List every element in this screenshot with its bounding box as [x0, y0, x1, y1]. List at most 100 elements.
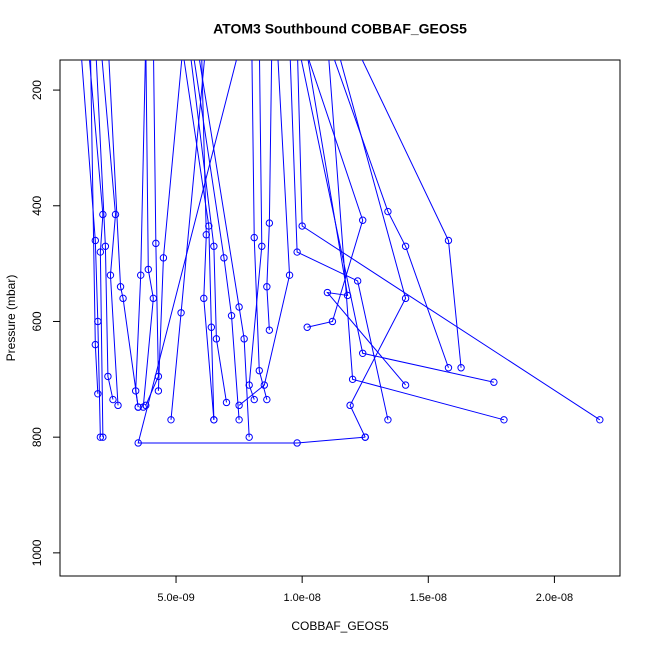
point — [250, 233, 258, 242]
point — [328, 317, 337, 326]
y-tick-label: 800 — [30, 427, 44, 447]
x-axis-label: COBBAF_GEOS5 — [291, 619, 389, 633]
plot-area — [81, 60, 604, 447]
point — [596, 416, 604, 424]
point — [96, 433, 105, 441]
point — [177, 309, 185, 317]
y-tick-label: 200 — [30, 80, 44, 100]
point — [401, 294, 410, 303]
series-line — [81, 60, 101, 438]
series-line — [307, 60, 406, 386]
y-tick-label: 400 — [30, 195, 44, 215]
series-line — [238, 60, 291, 406]
x-tick-label: 5.0e-09 — [157, 592, 194, 604]
x-tick-label: 1.0e-08 — [284, 592, 321, 604]
series-line — [137, 60, 366, 444]
point — [250, 395, 258, 404]
series-line — [300, 60, 494, 383]
point — [210, 242, 218, 250]
point — [235, 303, 243, 311]
point — [323, 288, 332, 297]
y-axis-label: Pressure (mbar) — [4, 275, 18, 362]
point — [401, 381, 410, 389]
point — [235, 401, 243, 410]
series-line — [289, 60, 389, 420]
point — [119, 294, 127, 303]
point — [99, 210, 107, 219]
point — [212, 335, 221, 343]
chart-title: ATOM3 Southbound COBBAF_GEOS5 — [213, 21, 467, 37]
series-line — [183, 60, 215, 420]
point — [167, 416, 175, 424]
point — [154, 387, 163, 395]
point — [222, 398, 231, 407]
point — [490, 378, 498, 386]
point — [91, 340, 100, 349]
point — [235, 416, 243, 424]
point — [134, 403, 142, 411]
y-tick-label: 1000 — [30, 539, 44, 566]
point — [293, 248, 301, 256]
point — [94, 390, 102, 398]
series-line — [170, 60, 205, 420]
point — [202, 230, 211, 239]
point — [106, 271, 115, 279]
point — [384, 207, 392, 216]
point — [91, 236, 100, 245]
series-line — [88, 60, 104, 438]
point — [260, 381, 269, 389]
point — [258, 242, 266, 250]
series-line — [193, 60, 240, 420]
series-line — [361, 60, 462, 368]
series-line — [266, 60, 273, 331]
point — [207, 323, 216, 331]
point — [255, 366, 263, 375]
point — [348, 375, 357, 384]
point — [285, 271, 294, 279]
series-line — [101, 60, 119, 406]
point — [116, 283, 125, 291]
point — [353, 277, 362, 285]
point — [220, 254, 228, 262]
series-line — [339, 60, 407, 438]
point — [142, 401, 150, 410]
point — [401, 242, 410, 250]
point — [245, 381, 253, 389]
point — [303, 323, 311, 331]
point — [101, 242, 110, 250]
point — [457, 364, 465, 372]
point — [104, 372, 112, 381]
series-line — [328, 60, 505, 421]
point — [144, 265, 152, 274]
series-line — [157, 60, 183, 391]
series-line — [248, 60, 263, 400]
series-line — [201, 60, 215, 420]
x-tick-label: 1.5e-08 — [410, 592, 447, 604]
point — [96, 248, 105, 256]
point — [500, 416, 508, 424]
series-line — [135, 60, 146, 408]
point — [134, 439, 142, 447]
series-line — [108, 60, 139, 408]
point — [346, 401, 354, 410]
point — [263, 283, 271, 291]
series-line — [145, 60, 159, 406]
series-line — [90, 60, 99, 394]
point — [444, 236, 453, 245]
point — [210, 416, 218, 424]
point — [265, 219, 274, 227]
series-line — [307, 60, 364, 328]
point — [245, 433, 253, 441]
point — [99, 433, 107, 441]
point — [265, 326, 274, 334]
point — [359, 216, 367, 224]
point — [227, 311, 236, 320]
point — [200, 294, 208, 303]
series-line — [190, 60, 227, 403]
point — [384, 416, 392, 424]
point — [298, 222, 306, 230]
point — [114, 401, 122, 410]
y-tick-label: 600 — [30, 311, 44, 331]
point — [159, 254, 168, 262]
